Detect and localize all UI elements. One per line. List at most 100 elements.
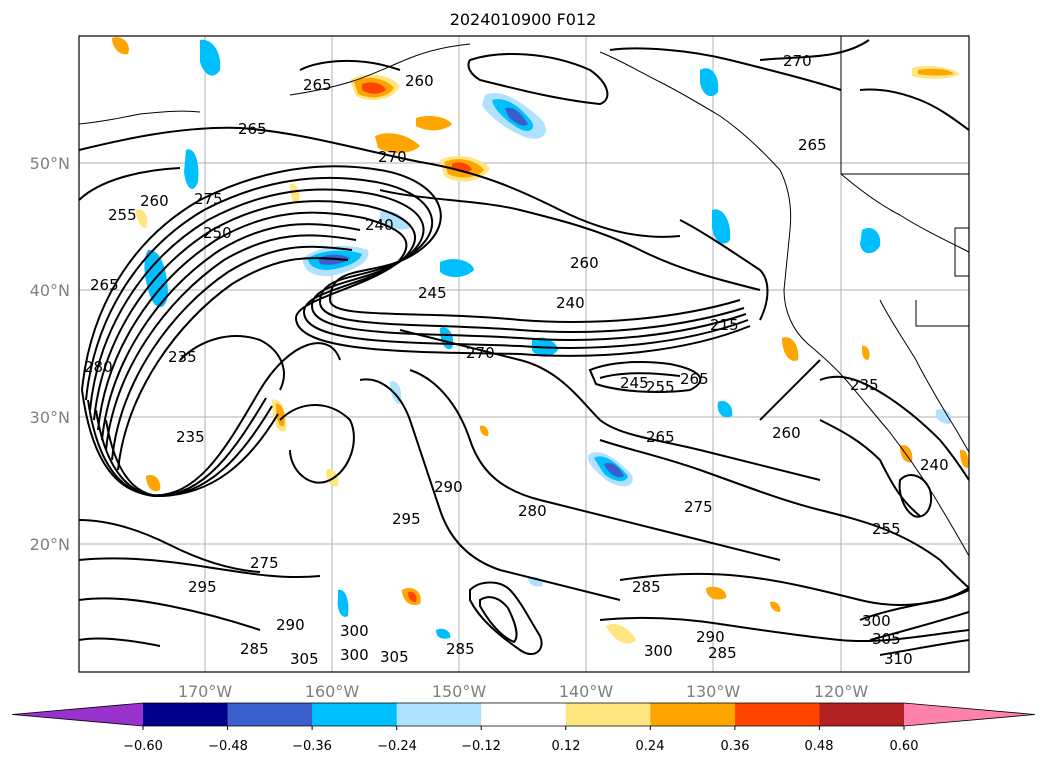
patch-warm <box>362 82 386 94</box>
contour-label: 250 <box>203 224 232 242</box>
contour-label: 300 <box>340 646 369 664</box>
contour-label: 265 <box>798 136 827 154</box>
patch-blue <box>380 210 410 230</box>
contour-label: 240 <box>556 294 585 312</box>
colorbar-swatch <box>565 703 651 726</box>
lon-label: 170°W <box>178 682 233 701</box>
figure-title: 2024010900 F012 <box>450 10 597 29</box>
patch-warm <box>416 116 452 131</box>
colorbar-swatch <box>819 703 905 726</box>
lat-label: 30°N <box>30 408 70 427</box>
contour-label: 265 <box>238 120 267 138</box>
colorbar-extend-max <box>904 703 1035 726</box>
contour-label: 235 <box>850 376 879 394</box>
contour-label: 235 <box>168 348 197 366</box>
contour-label: 295 <box>392 510 421 528</box>
contour-label: 305 <box>872 630 901 648</box>
patch-blue <box>200 39 221 76</box>
contour-label: 240 <box>920 456 949 474</box>
colorbar-swatch <box>312 703 398 726</box>
patch-warm <box>146 474 161 492</box>
patch-warm <box>862 345 870 360</box>
coastlines <box>79 36 969 557</box>
contour-label: 240 <box>365 216 394 234</box>
lon-label: 160°W <box>305 682 360 701</box>
patch-blue <box>184 149 199 189</box>
contour-label: 310 <box>884 650 913 668</box>
colorbar-tick-label: −0.60 <box>123 739 163 754</box>
colorbar: −0.60 −0.48 −0.36 −0.24 −0.12 0.12 0.24 … <box>11 702 1036 754</box>
contour-label: 260 <box>140 192 169 210</box>
patch-warm <box>706 586 727 600</box>
contour-label: 305 <box>380 648 409 666</box>
colorbar-tick-label: 0.48 <box>805 739 834 754</box>
contour-label: 255 <box>646 378 675 396</box>
contour-label: 235 <box>176 428 205 446</box>
colorbar-swatch <box>143 703 229 726</box>
map-frame <box>78 35 970 673</box>
contour-label: 275 <box>250 554 279 572</box>
contour-label: 275 <box>194 190 223 208</box>
contour-label: 285 <box>708 644 737 662</box>
contour-label: 300 <box>644 642 673 660</box>
colorbar-swatch <box>481 703 567 726</box>
contour-label: 270 <box>466 344 495 362</box>
patch-warm <box>276 403 285 427</box>
contour-label: 255 <box>872 520 901 538</box>
colorbar-extend-min <box>12 703 143 726</box>
colorbar-swatch <box>227 703 313 726</box>
colorbar-tick-label: −0.24 <box>377 739 417 754</box>
patch-warm <box>606 623 636 644</box>
contour-label: 285 <box>446 640 475 658</box>
patch-blue <box>860 227 881 254</box>
contour-label: 290 <box>434 478 463 496</box>
colorbar-tick-label: −0.36 <box>292 739 332 754</box>
lat-label: 40°N <box>30 281 70 300</box>
colorbar-ticks: −0.60 −0.48 −0.36 −0.24 −0.12 0.12 0.24 … <box>123 739 918 754</box>
patch-warm <box>375 133 420 154</box>
colorbar-tick-label: −0.48 <box>208 739 248 754</box>
patch-blue <box>505 107 528 126</box>
patch-blue <box>712 209 731 244</box>
lon-label: 120°W <box>814 682 869 701</box>
lon-label: 130°W <box>686 682 741 701</box>
colorbar-swatch <box>734 703 820 726</box>
patch-warm <box>290 183 300 204</box>
patch-warm <box>770 601 781 612</box>
longitude-labels: 170°W 160°W 150°W 140°W 130°W 120°W <box>178 682 869 701</box>
contour-label: 245 <box>620 374 649 392</box>
patch-blue <box>436 628 451 639</box>
lat-label: 50°N <box>30 154 70 173</box>
graticule <box>79 36 969 672</box>
patch-warm <box>480 425 489 436</box>
patch-blue <box>717 400 733 418</box>
patch-warm <box>782 337 799 361</box>
contour-label: 280 <box>518 502 547 520</box>
lon-label: 140°W <box>559 682 614 701</box>
contour-labels: 265 260 270 265 270 265 275 255 260 240 … <box>84 52 949 668</box>
patch-blue <box>604 462 624 478</box>
patch-warm <box>408 591 417 602</box>
contour-label: 260 <box>405 72 434 90</box>
colorbar-swatch <box>650 703 736 726</box>
contour-label: 295 <box>188 578 217 596</box>
contour-label: 265 <box>680 370 709 388</box>
contour-label: 275 <box>684 498 713 516</box>
contour-label: 265 <box>90 276 119 294</box>
contour-label: 215 <box>710 316 739 334</box>
lat-label: 20°N <box>30 535 70 554</box>
patch-blue <box>440 259 474 278</box>
contour-label: 305 <box>290 650 319 668</box>
patch-blue <box>337 589 349 617</box>
colorbar-tick-label: 0.24 <box>636 739 665 754</box>
patch-warm <box>112 37 129 55</box>
map-panel: 265 260 270 265 270 265 275 255 260 240 … <box>78 35 970 673</box>
contour-label: 270 <box>378 148 407 166</box>
patch-warm <box>918 68 954 76</box>
patch-warm <box>960 449 969 468</box>
contour-label: 265 <box>303 76 332 94</box>
contour-label: 280 <box>84 358 113 376</box>
contour-label: 300 <box>862 612 891 630</box>
contour-label: 300 <box>340 622 369 640</box>
